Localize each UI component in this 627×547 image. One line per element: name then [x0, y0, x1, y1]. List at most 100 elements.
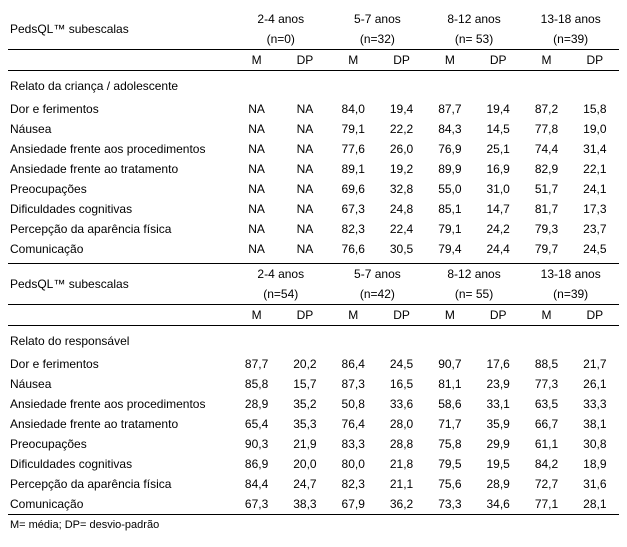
table-row: Percepção da aparência física84,424,782,… [8, 474, 619, 494]
cell-value: 31,4 [571, 139, 619, 159]
cell-value: 26,1 [571, 374, 619, 394]
table-row: Ansiedade frente aos procedimentos28,935… [8, 394, 619, 414]
cell-value: 19,4 [474, 99, 522, 119]
cell-value: 16,5 [377, 374, 425, 394]
cell-value: 23,7 [571, 219, 619, 239]
cell-value: NA [232, 159, 280, 179]
age-group-3-label: 13-18 anos [522, 12, 619, 29]
cell-value: 24,5 [377, 354, 425, 374]
cell-value: 84,2 [522, 454, 570, 474]
age-group-3-n-resp: (n=39) [522, 284, 619, 305]
cell-value: 38,3 [281, 494, 329, 515]
cell-value: 32,8 [377, 179, 425, 199]
cell-value: 69,6 [329, 179, 377, 199]
cell-value: 79,4 [426, 239, 474, 259]
cell-value: 73,3 [426, 494, 474, 515]
subscale-label: Comunicação [8, 239, 232, 259]
col-m: M [329, 50, 377, 71]
col-dp: DP [281, 50, 329, 71]
cell-value: 79,3 [522, 219, 570, 239]
cell-value: 31,6 [571, 474, 619, 494]
cell-value: 76,6 [329, 239, 377, 259]
cell-value: 24,2 [474, 219, 522, 239]
cell-value: 84,3 [426, 119, 474, 139]
cell-value: 51,7 [522, 179, 570, 199]
footnote: M= média; DP= desvio-padrão [8, 515, 619, 535]
cell-value: 24,1 [571, 179, 619, 199]
cell-value: 61,1 [522, 434, 570, 454]
col-m: M [329, 305, 377, 326]
subscale-label: Dificuldades cognitivas [8, 199, 232, 219]
cell-value: 82,3 [329, 219, 377, 239]
table-row: PreocupaçõesNANA69,632,855,031,051,724,1 [8, 179, 619, 199]
age-group-2-n-resp: (n= 55) [426, 284, 523, 305]
age-group-1-label: 5-7 anos [329, 12, 426, 29]
subscale-label: Comunicação [8, 494, 232, 515]
cell-value: 17,6 [474, 354, 522, 374]
cell-value: 15,8 [571, 99, 619, 119]
cell-value: 36,2 [377, 494, 425, 515]
cell-value: 67,3 [329, 199, 377, 219]
cell-value: 28,8 [377, 434, 425, 454]
cell-value: 50,8 [329, 394, 377, 414]
cell-value: 24,4 [474, 239, 522, 259]
cell-value: NA [281, 239, 329, 259]
col-m: M [522, 50, 570, 71]
cell-value: 81,7 [522, 199, 570, 219]
col-m: M [426, 305, 474, 326]
col-dp: DP [571, 305, 619, 326]
cell-value: 24,8 [377, 199, 425, 219]
cell-value: 38,1 [571, 414, 619, 434]
cell-value: 81,1 [426, 374, 474, 394]
cell-value: 19,4 [377, 99, 425, 119]
cell-value: 26,0 [377, 139, 425, 159]
table-row: Dificuldades cognitivas86,920,080,021,87… [8, 454, 619, 474]
cell-value: 85,1 [426, 199, 474, 219]
table-row: Ansiedade frente ao tratamento65,435,376… [8, 414, 619, 434]
cell-value: NA [232, 219, 280, 239]
cell-value: 87,7 [232, 354, 280, 374]
cell-value: 35,3 [281, 414, 329, 434]
cell-value: 33,1 [474, 394, 522, 414]
cell-value: 67,9 [329, 494, 377, 515]
subscale-label: Náusea [8, 119, 232, 139]
cell-value: 75,6 [426, 474, 474, 494]
cell-value: 80,0 [329, 454, 377, 474]
cell-value: 87,7 [426, 99, 474, 119]
age-group-2-label: 8-12 anos [426, 264, 523, 285]
table-row: Dor e ferimentosNANA84,019,487,719,487,2… [8, 99, 619, 119]
table-row: Náusea85,815,787,316,581,123,977,326,1 [8, 374, 619, 394]
cell-value: 28,0 [377, 414, 425, 434]
cell-value: NA [281, 199, 329, 219]
age-group-3-n: (n=39) [522, 29, 619, 50]
cell-value: NA [281, 219, 329, 239]
cell-value: NA [281, 119, 329, 139]
age-group-0-n: (n=0) [232, 29, 329, 50]
table-row: ComunicaçãoNANA76,630,579,424,479,724,5 [8, 239, 619, 259]
col-m: M [232, 50, 280, 71]
cell-value: 29,9 [474, 434, 522, 454]
cell-value: 89,9 [426, 159, 474, 179]
cell-value: 34,6 [474, 494, 522, 515]
table-row: Ansiedade frente ao tratamentoNANA89,119… [8, 159, 619, 179]
cell-value: NA [281, 159, 329, 179]
cell-value: NA [232, 119, 280, 139]
col-dp: DP [377, 305, 425, 326]
cell-value: 22,1 [571, 159, 619, 179]
cell-value: 76,9 [426, 139, 474, 159]
col-m: M [522, 305, 570, 326]
cell-value: NA [232, 179, 280, 199]
subscale-label: Ansiedade frente ao tratamento [8, 159, 232, 179]
cell-value: 86,4 [329, 354, 377, 374]
col-m: M [232, 305, 280, 326]
cell-value: 25,1 [474, 139, 522, 159]
cell-value: 22,2 [377, 119, 425, 139]
cell-value: 89,1 [329, 159, 377, 179]
cell-value: 24,5 [571, 239, 619, 259]
cell-value: 83,3 [329, 434, 377, 454]
cell-value: 77,3 [522, 374, 570, 394]
cell-value: 31,0 [474, 179, 522, 199]
col-dp: DP [281, 305, 329, 326]
cell-value: 84,4 [232, 474, 280, 494]
cell-value: 24,7 [281, 474, 329, 494]
